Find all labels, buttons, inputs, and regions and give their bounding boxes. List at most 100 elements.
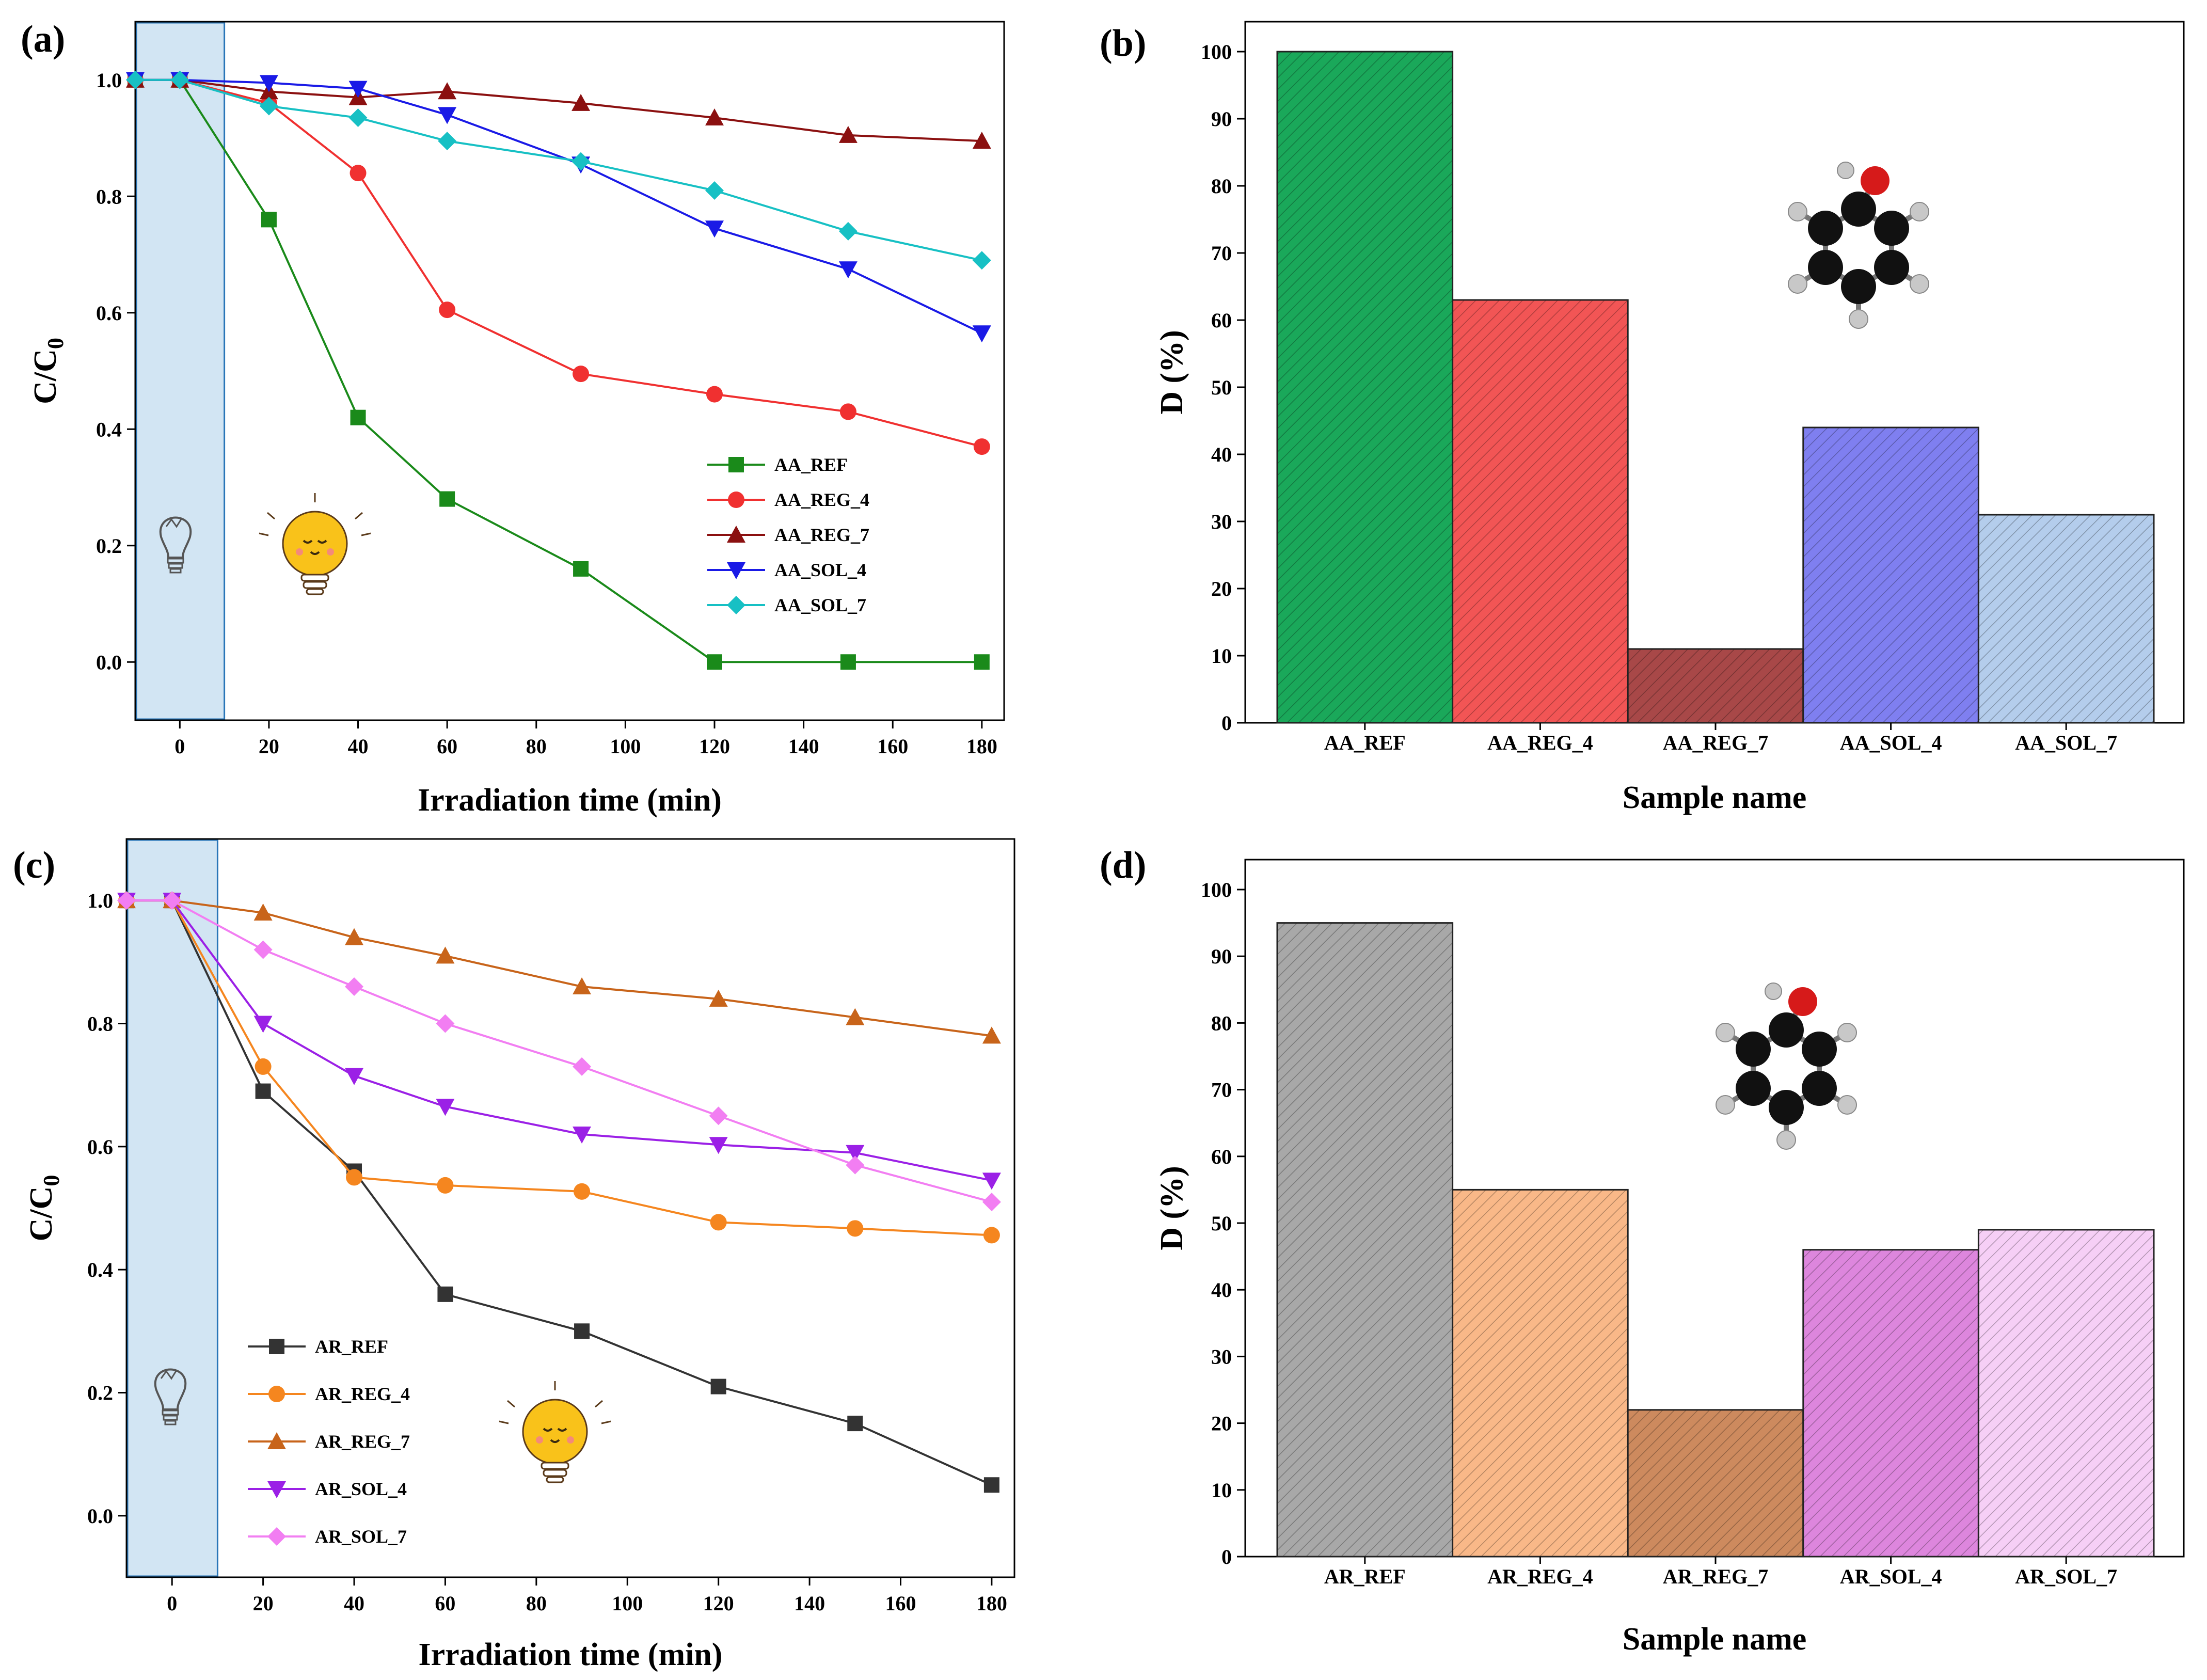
data-point [839, 403, 856, 420]
hydrogen-atom [1788, 274, 1807, 294]
bulb-base [546, 1476, 564, 1483]
bulb-rays [499, 1381, 611, 1424]
y-axis-title-subscript: 0 [39, 1175, 64, 1186]
data-point [345, 1068, 364, 1085]
category-label: AA_REF [1324, 731, 1406, 754]
y-tick-label: 100 [1201, 40, 1232, 64]
category-label: AR_REF [1324, 1565, 1406, 1588]
y-tick-label: 50 [1211, 376, 1232, 399]
data-point [982, 1026, 1001, 1044]
data-point [846, 1145, 865, 1162]
y-tick-label: 0.0 [96, 651, 122, 674]
data-point [436, 946, 455, 964]
y-tick-label: 10 [1211, 644, 1232, 668]
data-point [573, 977, 592, 994]
x-tick-label: 20 [253, 1592, 274, 1615]
legend: AA_REF AA_REG_4 AA_REG_7 AA_SOL_4 AA_SOL_7 [707, 454, 869, 615]
bar [1627, 1409, 1804, 1558]
data-point [348, 108, 368, 128]
legend-label: AR_SOL_7 [315, 1526, 407, 1547]
plot-frame [125, 838, 1015, 1578]
hydrogen-atom [1837, 162, 1854, 179]
legend-label: AR_REF [315, 1336, 388, 1357]
x-tick-label: 120 [703, 1592, 734, 1615]
bulb-eye [557, 1428, 567, 1432]
x-tick-label: 0 [174, 735, 185, 758]
carbon-atom [1769, 1090, 1804, 1125]
x-tick-label: 0 [167, 1592, 177, 1615]
x-tick-label: 180 [976, 1592, 1007, 1615]
x-tick-label: 20 [259, 735, 279, 758]
panel-label: (d) [1100, 844, 1146, 886]
data-point [438, 107, 457, 124]
y-tick-label: 80 [1211, 1011, 1232, 1035]
plot-frame [134, 21, 1005, 721]
bulb-crack [160, 1370, 178, 1380]
series-AR_REG_7 [117, 891, 1001, 1044]
data-point [705, 220, 724, 238]
carbon-atom [1769, 1012, 1804, 1048]
bar [1977, 1229, 2155, 1558]
y-tick-label: 0.8 [87, 1012, 113, 1036]
data-point [838, 261, 858, 279]
bulb-eye [303, 540, 313, 544]
data-point [972, 132, 991, 149]
panel-label: (a) [21, 18, 65, 60]
y-tick-label: 0.6 [87, 1135, 113, 1159]
bulb-mouth [550, 1439, 560, 1443]
series-line [135, 78, 982, 335]
light-off-icon [154, 1368, 187, 1425]
data-point [982, 1193, 1001, 1212]
data-point [350, 165, 367, 182]
bulb-glass [159, 516, 192, 559]
y-tick-label: 10 [1211, 1479, 1232, 1502]
legend-marker [267, 1527, 286, 1546]
x-tick-label: 60 [437, 735, 457, 758]
legend-label: AA_REF [774, 454, 848, 475]
bulb-cheek [536, 1436, 543, 1444]
y-axis-title-main: C/C [28, 349, 63, 404]
carbon-atom [1874, 211, 1909, 246]
data-point [346, 1169, 363, 1186]
hydrogen-atom [1837, 1095, 1857, 1115]
legend-label: AA_REG_7 [774, 525, 869, 545]
category-label: AA_SOL_4 [1840, 731, 1942, 754]
data-point [840, 654, 856, 670]
y-axis-title: C/C0 [24, 1175, 64, 1242]
x-tick-label: 80 [526, 1592, 547, 1615]
data-point [439, 302, 456, 319]
x-axis-title: Sample name [1623, 1622, 1807, 1657]
y-tick-label: 0.4 [96, 418, 122, 441]
y-tick-label: 40 [1211, 443, 1232, 466]
x-tick-label: 160 [877, 735, 908, 758]
bar [1802, 426, 1979, 724]
category-label: AR_SOL_4 [1840, 1565, 1942, 1588]
legend-marker [267, 1432, 286, 1449]
panel-c: 0 20 40 60 80 100 120 140 160 180 0.0 0.2 0.4 0.6 0.8 1… [13, 838, 1015, 1672]
data-point [982, 1172, 1001, 1190]
data-point [710, 1214, 727, 1231]
oxygen-atom [1861, 166, 1890, 195]
data-point [847, 1220, 864, 1237]
data-point [163, 891, 182, 910]
bulb-base [163, 1415, 178, 1421]
bulb-glow [282, 511, 348, 577]
data-point [847, 1416, 863, 1432]
x-tick-label: 40 [348, 735, 369, 758]
panel-d: 0 10 20 30 40 50 60 70 80 90 100 AR_REF AR_REG_4 AR_R… [1100, 844, 2185, 1657]
carbon-atom [1802, 1071, 1837, 1106]
data-point [705, 108, 724, 126]
y-tick-label: 50 [1211, 1212, 1232, 1235]
data-point [117, 891, 136, 910]
bar [1977, 514, 2155, 724]
panel-label: (b) [1100, 22, 1146, 65]
bar [1276, 922, 1454, 1558]
data-point [437, 1177, 454, 1194]
data-point [439, 491, 455, 507]
legend: AR_REF AR_REG_4 AR_REG_7 AR_SOL_4 AR_SOL_7 [248, 1336, 410, 1547]
panel-b: 0 10 20 30 40 50 60 70 80 90 100 AA_REF AA_REG_4 AA_R… [1100, 21, 2185, 815]
bulb-base [543, 1469, 567, 1477]
data-point [126, 70, 145, 89]
data-point [253, 904, 273, 921]
